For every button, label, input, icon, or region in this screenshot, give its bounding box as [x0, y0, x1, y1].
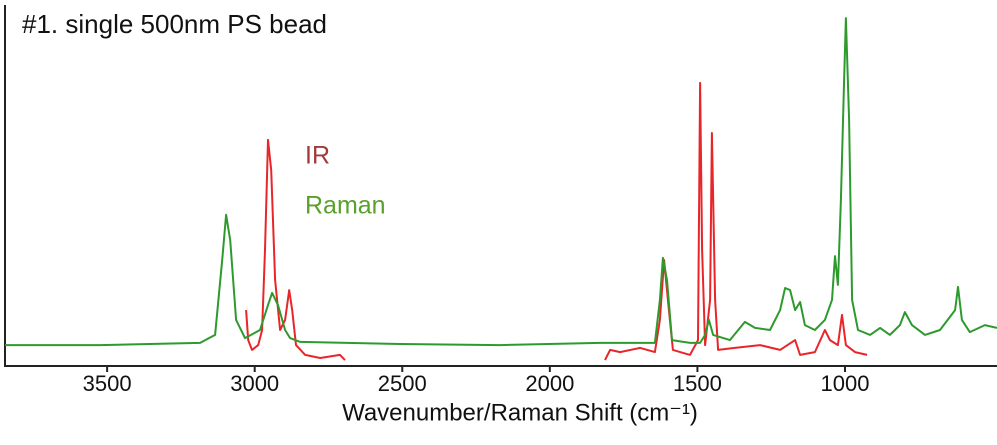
legend-label: Raman	[305, 192, 386, 220]
chart-title: #1. single 500nm PS bead	[22, 9, 327, 39]
x-tick-label: 1500	[673, 371, 722, 396]
x-axis-label: Wavenumber/Raman Shift (cm⁻¹)	[342, 399, 698, 426]
x-tick-label: 2000	[525, 371, 574, 396]
series-line	[245, 81, 868, 361]
series-line	[5, 17, 997, 347]
x-tick-label: 2500	[378, 371, 427, 396]
x-tick-label: 3000	[230, 371, 279, 396]
x-tick-label: 1000	[821, 371, 870, 396]
x-tick-label: 3500	[83, 371, 132, 396]
legend-label: IR	[305, 142, 330, 170]
